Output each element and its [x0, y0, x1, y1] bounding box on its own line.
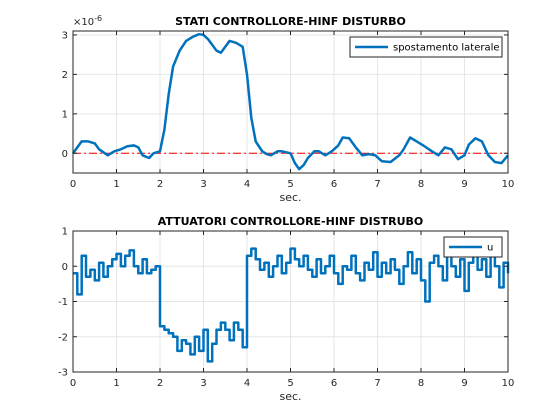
x-tick-label: 3: [200, 378, 206, 389]
series-line-0: [73, 247, 510, 363]
x-tick-label: 10: [502, 179, 515, 190]
x-tick-label: 2: [157, 179, 163, 190]
y-tick-label: -1: [58, 297, 68, 308]
plot-bottom: 0 1 2 3 4 5 6 7 8 9 10 -3 -2 -1 0 1 ATTUATORI CONTROLLOR…: [58, 215, 514, 403]
x-tick-label: 8: [418, 378, 424, 389]
x-tick-label: 2: [157, 378, 163, 389]
x-tick-label: 3: [200, 179, 206, 190]
y-tick-label: -3: [58, 368, 68, 379]
x-tick-label: 7: [374, 179, 380, 190]
legend-label: spostamento laterale: [393, 43, 500, 54]
plot-top: 0 1 2 3 4 5 6 7 8 9 10 0 1 2 3 STATI CONTROLLORE-HINF D…: [62, 14, 515, 204]
x-tick-label: 1: [113, 378, 119, 389]
x-axis-label: sec.: [279, 390, 301, 403]
y-exponent-label: ×10-6: [73, 14, 102, 28]
y-tick-label: 3: [62, 30, 68, 41]
chart-title: ATTUATORI CONTROLLORE-HINF DISTRUBO: [158, 215, 424, 228]
y-tick-label: 2: [62, 70, 68, 81]
x-tick-label: 8: [418, 179, 424, 190]
y-tick-label: 0: [62, 149, 68, 160]
x-tick-label: 4: [244, 378, 250, 389]
y-tick-label: 1: [62, 227, 68, 238]
x-tick-label: 6: [331, 179, 337, 190]
y-exponent-power: -6: [94, 14, 102, 23]
series-line-0: [71, 32, 509, 171]
y-tick-label: 0: [62, 262, 68, 273]
x-tick-label: 0: [70, 378, 76, 389]
x-axis-label: sec.: [279, 191, 301, 204]
x-tick-label: 6: [331, 378, 337, 389]
chart-title: STATI CONTROLLORE-HINF DISTURBO: [175, 15, 406, 28]
x-tick-label: 4: [244, 179, 250, 190]
y-tick-label: -2: [58, 332, 68, 343]
x-tick-label: 10: [502, 378, 515, 389]
x-tick-label: 9: [461, 179, 467, 190]
y-tick-label: 1: [62, 109, 68, 120]
x-tick-label: 9: [461, 378, 467, 389]
x-tick-label: 0: [70, 179, 76, 190]
x-tick-label: 7: [374, 378, 380, 389]
x-tick-label: 1: [113, 179, 119, 190]
x-tick-label: 5: [287, 179, 293, 190]
legend-label: u: [487, 243, 493, 254]
x-tick-label: 5: [287, 378, 293, 389]
legend-box: [349, 36, 503, 58]
